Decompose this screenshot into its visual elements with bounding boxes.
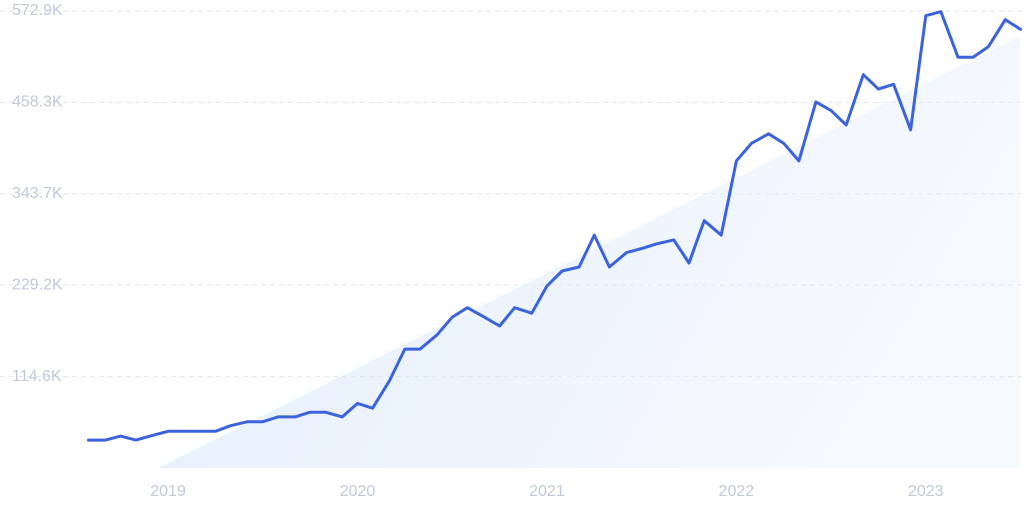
y-tick-label: 114.6K — [12, 368, 62, 385]
x-tick-label: 2019 — [150, 483, 186, 500]
y-tick-label: 458.3K — [12, 94, 63, 111]
y-tick-label: 572.9K — [12, 2, 63, 19]
y-tick-label: 229.2K — [12, 276, 63, 293]
y-tick-label: 343.7K — [12, 185, 63, 202]
trend-area — [158, 36, 1020, 468]
x-tick-label: 2022 — [719, 483, 755, 500]
x-tick-label: 2020 — [340, 483, 376, 500]
x-tick-label: 2021 — [529, 483, 565, 500]
x-tick-label: 2023 — [908, 483, 944, 500]
line-series — [87, 10, 1022, 442]
